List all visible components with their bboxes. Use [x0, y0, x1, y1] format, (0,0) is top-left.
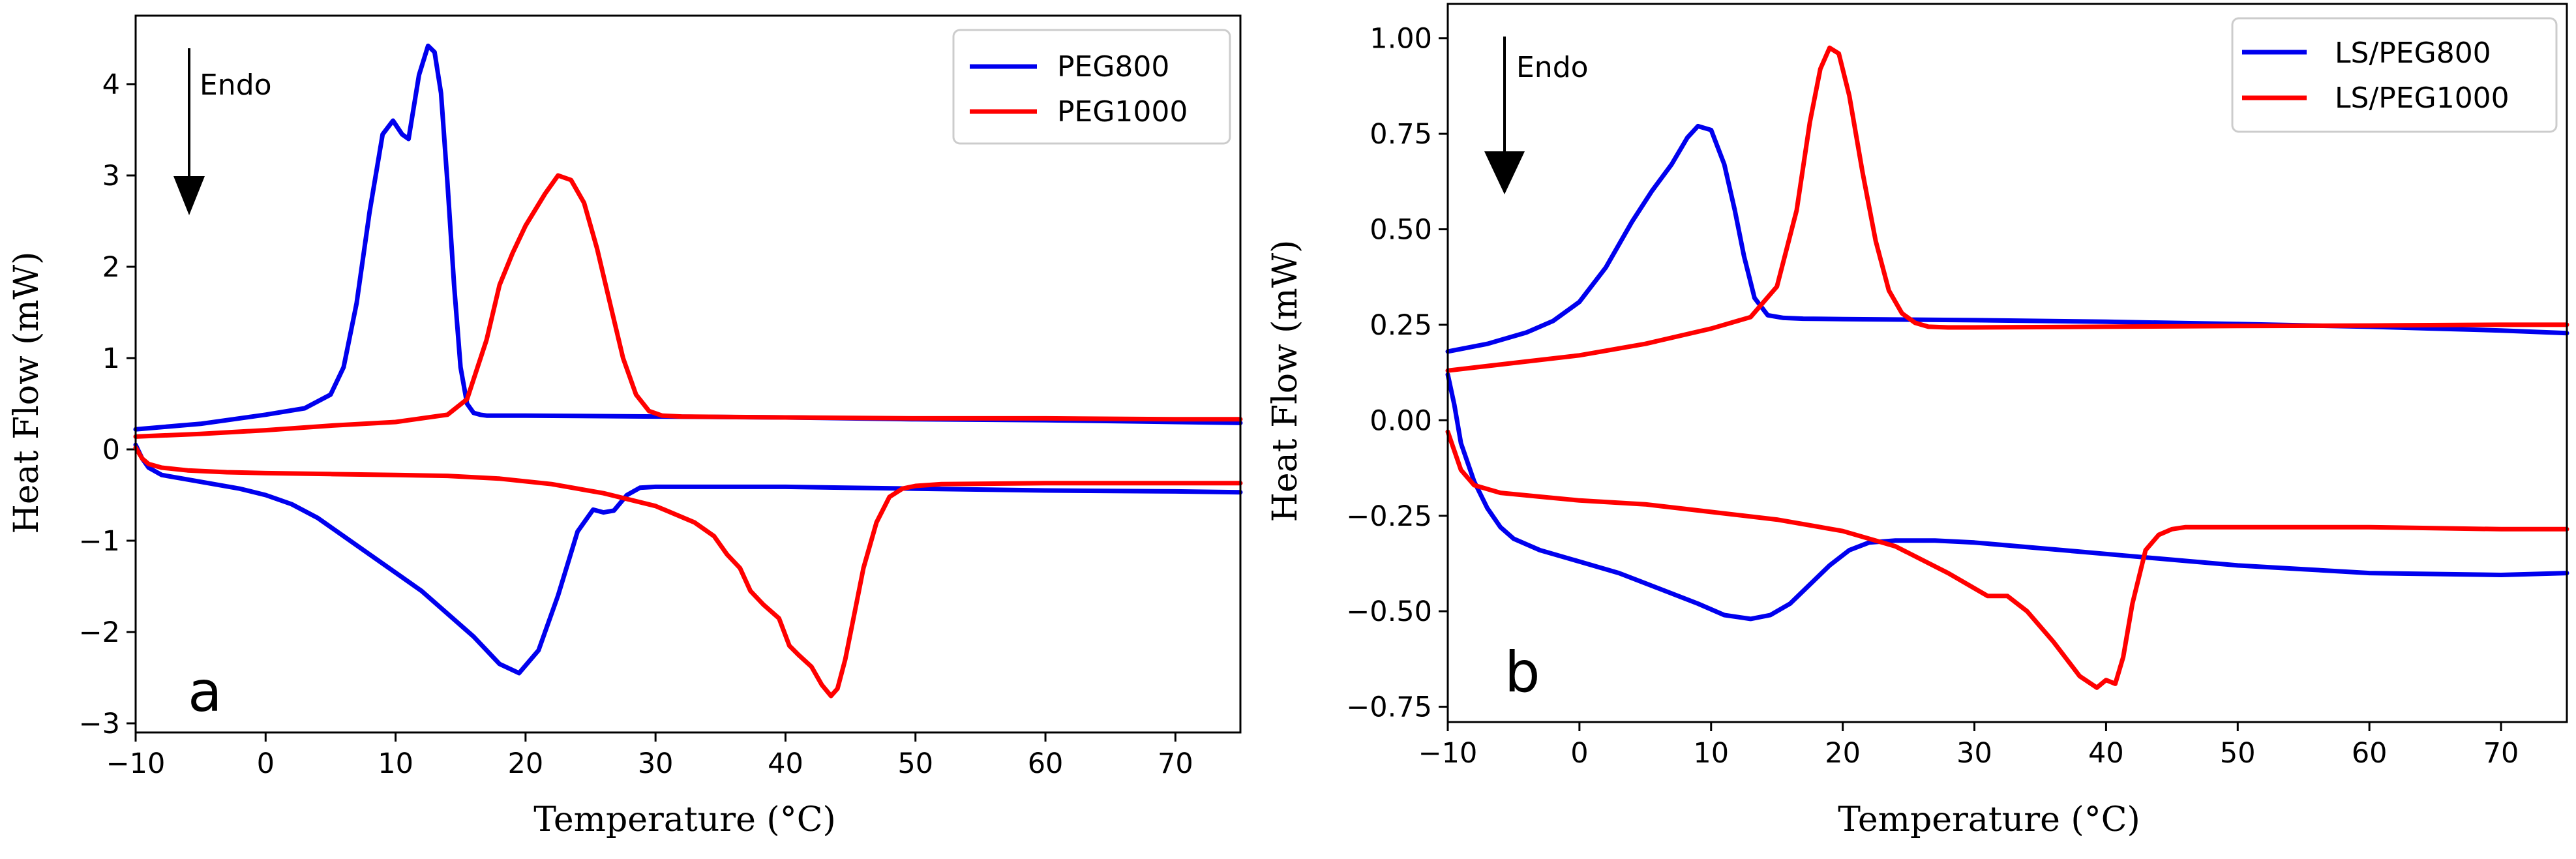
panel-b-y-tick-label: 0.75 [1370, 118, 1432, 151]
panel-a-legend-label-peg1000: PEG1000 [1057, 95, 1188, 128]
panel-a: Heat Flow (mW) Temperature (°C) −10 0 10 20… [7, 14, 1243, 839]
panel-a-x-axis-label: Temperature (°C) [533, 800, 836, 839]
panel-a-y-tick-label: 0 [102, 434, 120, 466]
panel-b-x-tick-label: 30 [1956, 737, 1992, 770]
panel-a-x-tick-label: 0 [257, 747, 275, 780]
panel-a-y-tick-label: 1 [102, 342, 120, 375]
panel-b-x-tick-label: 70 [2483, 737, 2519, 770]
panel-a-y-tick-label: −1 [79, 525, 120, 558]
panel-b-letter: b [1505, 640, 1540, 705]
panel-b-endo-arrow-head [1484, 151, 1525, 194]
panel-b-x-tick-label: 60 [2352, 737, 2388, 770]
panel-a-x-tick-label: 30 [638, 747, 674, 780]
panel-a-endo-arrow-head [173, 176, 205, 215]
panel-b-x-tick-label: 10 [1693, 737, 1729, 770]
panel-b-endo-annotation: Endo [1484, 37, 1589, 194]
panel-a-x-tick-label: 70 [1158, 747, 1193, 780]
panel-a-legend: PEG800 PEG1000 [952, 29, 1231, 145]
panel-b-legend: LS/PEG800 LS/PEG1000 [2231, 17, 2558, 133]
panel-b: Heat Flow (mW) Temperature (°C) −10 0 10 20… [1266, 3, 2569, 839]
panel-b-ticks: −10 0 10 20 30 40 50 60 70 −0.75 −0.50 −0.25 0.00 0.2… [1346, 23, 2519, 770]
panel-b-x-tick-label: 40 [2088, 737, 2124, 770]
panel-b-x-tick-label: 0 [1570, 737, 1588, 770]
panel-b-ls-peg800-cooling-line [1445, 372, 2569, 622]
panel-b-endo-label: Endo [1516, 51, 1589, 84]
panel-b-ls-peg1000-cooling-line [1445, 429, 2569, 690]
panel-a-y-tick-label: −2 [79, 616, 120, 649]
panel-a-y-tick-label: 3 [102, 160, 120, 192]
panel-a-y-tick-label: −3 [79, 708, 120, 740]
panel-a-y-axis-label: Heat Flow (mW) [7, 252, 46, 534]
panel-b-legend-label-ls-peg1000: LS/PEG1000 [2335, 82, 2509, 115]
panel-b-y-tick-label: −0.25 [1346, 500, 1432, 533]
panel-b-y-tick-label: 0.25 [1370, 309, 1432, 342]
panel-b-y-tick-label: −0.50 [1346, 595, 1432, 628]
panel-b-y-tick-label: 0.50 [1370, 214, 1432, 247]
panel-a-legend-box [952, 29, 1231, 145]
panel-b-legend-box [2231, 17, 2558, 133]
panel-b-y-axis-label: Heat Flow (mW) [1266, 240, 1305, 522]
panel-b-x-tick-label: −10 [1418, 737, 1478, 770]
panel-a-endo-annotation: Endo [173, 48, 272, 215]
panel-a-y-tick-label: 4 [102, 68, 120, 101]
panel-a-x-tick-label: 20 [508, 747, 544, 780]
panel-b-legend-label-ls-peg800: LS/PEG800 [2335, 37, 2491, 70]
panel-a-endo-label: Endo [200, 68, 272, 102]
panel-a-x-tick-label: 50 [897, 747, 933, 780]
panel-b-x-tick-label: 20 [1825, 737, 1861, 770]
panel-b-ls-peg1000-heating-line [1445, 45, 2569, 373]
panel-a-legend-label-peg800: PEG800 [1057, 50, 1169, 83]
panel-a-letter: a [188, 659, 222, 725]
panel-b-ls-peg800-heating-line [1445, 123, 2569, 354]
panel-b-y-tick-label: −0.75 [1346, 691, 1432, 724]
panel-a-x-tick-label: 40 [768, 747, 803, 780]
panel-a-plot-area [133, 43, 1243, 699]
panel-a-x-tick-label: −10 [106, 747, 166, 780]
panel-b-plot-area [1445, 45, 2569, 690]
panel-a-peg800-heating-line [133, 43, 1243, 432]
panel-a-peg1000-cooling-line [133, 445, 1243, 699]
panel-a-x-tick-label: 10 [378, 747, 413, 780]
panel-b-frame [1446, 3, 2568, 723]
panel-b-y-tick-label: 1.00 [1370, 23, 1432, 55]
panel-a-y-tick-label: 2 [102, 251, 120, 284]
panel-b-x-axis-label: Temperature (°C) [1838, 800, 2140, 839]
panel-a-frame [134, 14, 1242, 734]
panel-b-y-tick-label: 0.00 [1370, 404, 1432, 437]
panel-a-x-tick-label: 60 [1028, 747, 1064, 780]
panel-a-peg800-cooling-line [133, 442, 1243, 676]
panel-a-peg1000-heating-line [133, 173, 1243, 439]
panel-b-x-tick-label: 50 [2220, 737, 2256, 770]
